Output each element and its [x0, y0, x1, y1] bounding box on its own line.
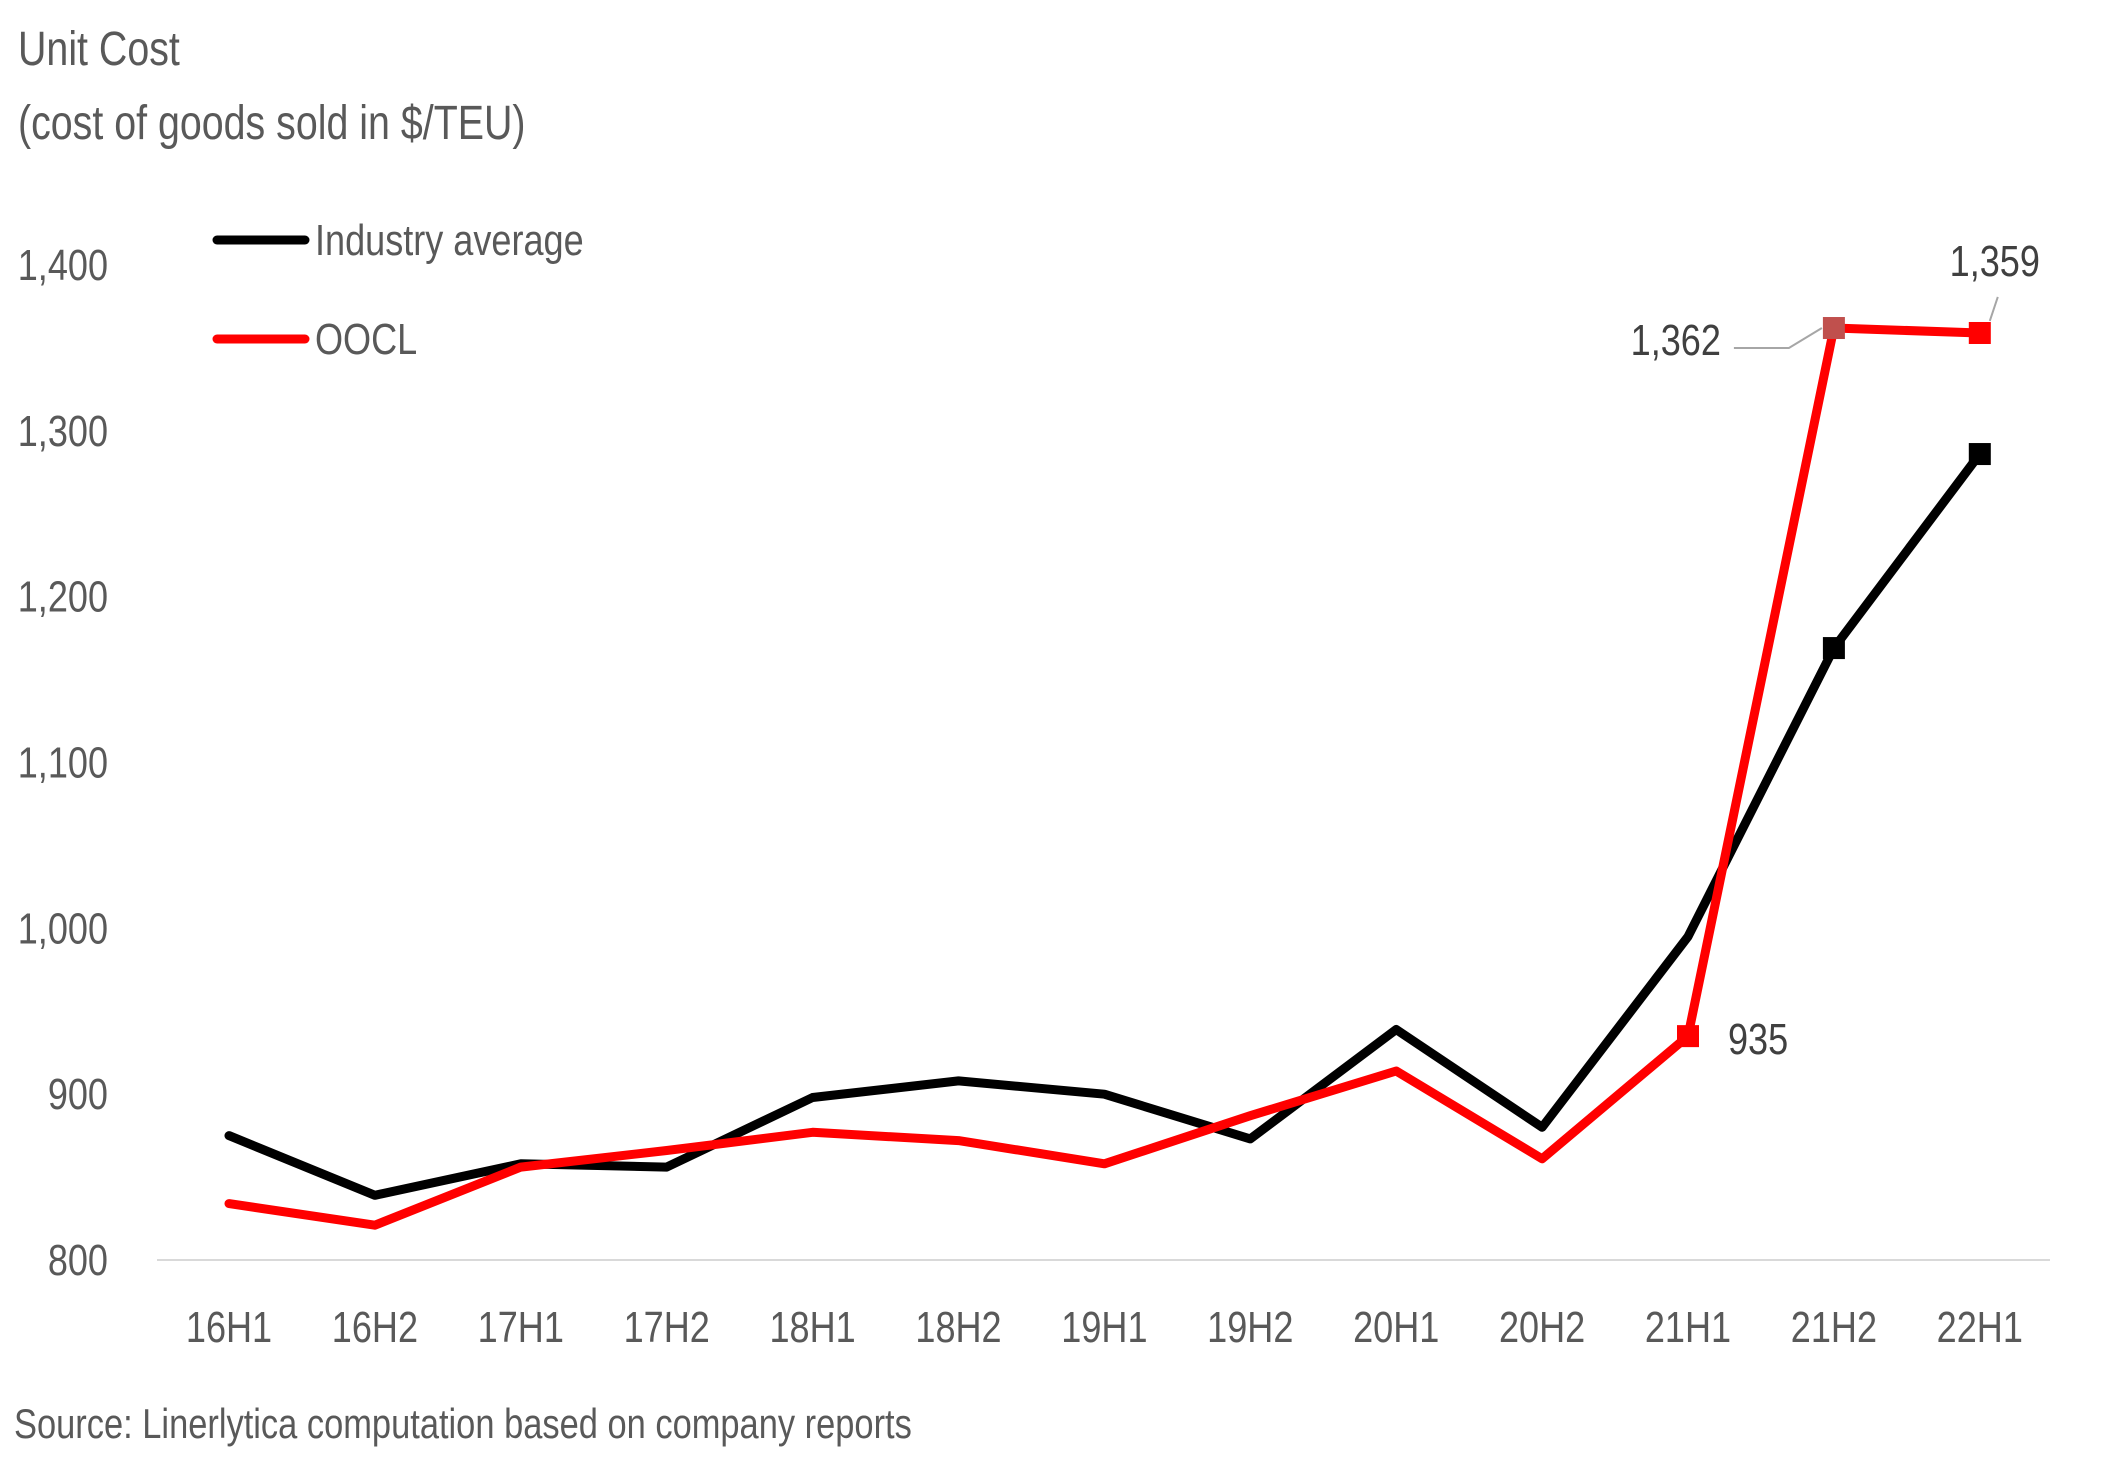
x-tick-label: 21H2: [1791, 1303, 1877, 1352]
y-tick-label: 1,200: [18, 572, 108, 621]
industry-average-legend-label: Industry average: [315, 216, 584, 265]
y-tick-label: 1,000: [18, 904, 108, 953]
x-tick-label: 21H1: [1645, 1303, 1731, 1352]
y-tick-label: 1,400: [18, 241, 108, 290]
x-tick-label: 18H1: [769, 1303, 855, 1352]
x-tick-label: 22H1: [1937, 1303, 2023, 1352]
y-tick-label: 1,300: [18, 406, 108, 455]
data-label: 1,362: [1631, 316, 1721, 365]
y-tick-label: 1,100: [18, 738, 108, 787]
x-tick-label: 17H2: [624, 1303, 710, 1352]
x-tick-label: 20H1: [1353, 1303, 1439, 1352]
data-label: 1,359: [1950, 237, 2040, 286]
industry-average-marker: [1822, 637, 1845, 660]
x-tick-label: 19H2: [1207, 1303, 1293, 1352]
data-label-leader: [1733, 327, 1823, 350]
x-tick-label: 16H1: [186, 1303, 272, 1352]
x-tick-label: 16H2: [332, 1303, 418, 1352]
industry-average-marker: [1968, 443, 1991, 466]
x-tick-label: 20H2: [1499, 1303, 1585, 1352]
y-tick-label: 800: [48, 1236, 108, 1285]
data-label-leader: [1988, 296, 1999, 322]
oocl-marker: [1677, 1025, 1699, 1048]
oocl-legend-label: OOCL: [315, 315, 417, 364]
oocl-marker: [1822, 317, 1845, 340]
data-label: 935: [1728, 1015, 1788, 1064]
source-note: Source: Linerlytica computation based on…: [14, 1400, 912, 1447]
y-tick-label: 900: [48, 1070, 108, 1119]
unit-cost-line-chart: 800 900 1,000 1,100 1,200 1,300 1,400 16H1 16H2 1…: [18, 216, 2050, 1352]
oocl-marker: [1968, 321, 1991, 344]
chart-subtitle: (cost of goods sold in $/TEU): [18, 97, 526, 150]
industry-average-line: [224, 449, 1985, 1200]
x-tick-label: 18H2: [915, 1303, 1001, 1352]
x-tick-label: 17H1: [478, 1303, 564, 1352]
chart-title: Unit Cost: [18, 23, 180, 76]
x-tick-label: 19H1: [1061, 1303, 1147, 1352]
